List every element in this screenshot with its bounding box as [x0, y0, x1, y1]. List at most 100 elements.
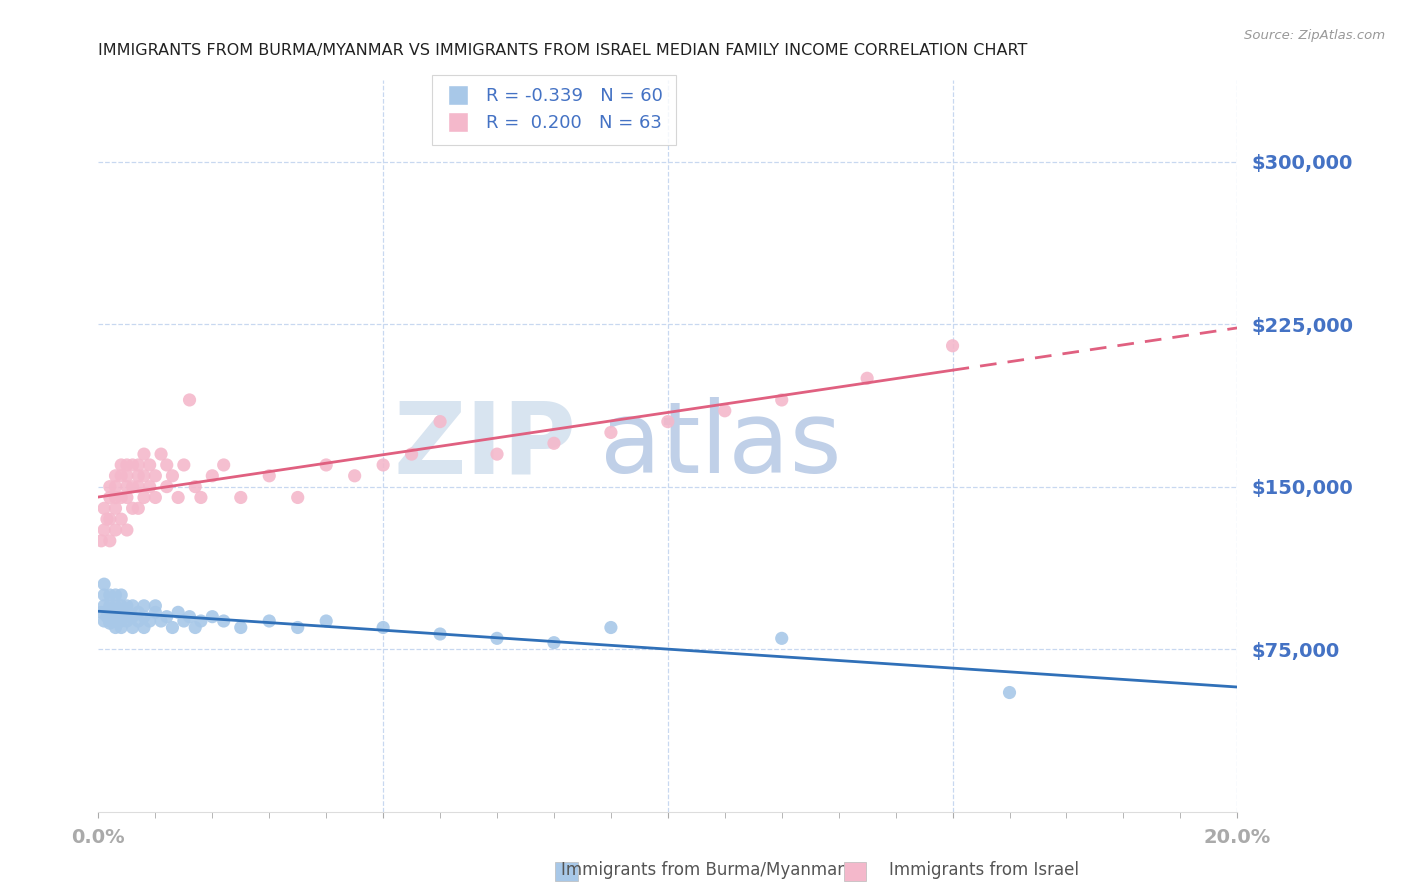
Point	[486, 632, 509, 646]
Point	[600, 425, 623, 440]
Point	[96, 609, 118, 624]
Point	[104, 603, 127, 617]
Point	[132, 468, 155, 483]
Point	[93, 588, 115, 602]
Point	[138, 614, 160, 628]
Point	[138, 480, 160, 494]
Point	[229, 491, 252, 505]
Point	[93, 523, 115, 537]
Point	[104, 588, 127, 602]
Point	[156, 458, 179, 472]
Point	[104, 599, 127, 613]
Point	[132, 447, 155, 461]
Point	[184, 480, 207, 494]
Point	[127, 614, 149, 628]
Point	[173, 614, 195, 628]
Point	[98, 605, 121, 619]
Point	[121, 480, 143, 494]
Point	[121, 501, 143, 516]
Point	[138, 458, 160, 472]
Point	[770, 632, 793, 646]
Point	[343, 468, 366, 483]
Legend: R = -0.339   N = 60, R =  0.200   N = 63: R = -0.339 N = 60, R = 0.200 N = 63	[432, 75, 676, 145]
Point	[145, 491, 167, 505]
Point	[104, 501, 127, 516]
Point	[115, 468, 138, 483]
Point	[162, 620, 184, 634]
Point	[127, 480, 149, 494]
Point	[98, 512, 121, 526]
Point	[93, 599, 115, 613]
Point	[104, 523, 127, 537]
Point	[110, 491, 132, 505]
Point	[315, 458, 337, 472]
Point	[543, 436, 565, 450]
Point	[132, 609, 155, 624]
Point	[107, 609, 129, 624]
Point	[115, 480, 138, 494]
Text: Immigrants from Israel: Immigrants from Israel	[889, 861, 1080, 879]
Point	[104, 480, 127, 494]
Point	[98, 614, 121, 628]
Point	[101, 603, 124, 617]
Point	[287, 491, 309, 505]
Point	[127, 468, 149, 483]
Point	[179, 392, 201, 407]
Point	[110, 588, 132, 602]
Point	[110, 620, 132, 634]
Point	[373, 620, 395, 634]
Point	[110, 512, 132, 526]
Point	[104, 491, 127, 505]
Point	[121, 620, 143, 634]
Point	[104, 468, 127, 483]
Point	[132, 491, 155, 505]
Point	[714, 404, 737, 418]
Point	[201, 609, 224, 624]
Point	[173, 458, 195, 472]
Point	[212, 614, 235, 628]
Point	[942, 339, 965, 353]
Point	[156, 609, 179, 624]
Point	[162, 468, 184, 483]
Point	[486, 447, 509, 461]
Point	[145, 605, 167, 619]
Point	[190, 491, 212, 505]
Point	[145, 599, 167, 613]
Point	[229, 620, 252, 634]
Point	[287, 620, 309, 634]
Point	[110, 614, 132, 628]
Point	[93, 614, 115, 628]
Point	[110, 458, 132, 472]
Point	[657, 415, 679, 429]
Point	[401, 447, 423, 461]
Point	[110, 599, 132, 613]
Point	[98, 599, 121, 613]
Point	[315, 614, 337, 628]
Point	[98, 480, 121, 494]
Point	[93, 577, 115, 591]
Point	[184, 620, 207, 634]
Point	[543, 635, 565, 649]
Point	[259, 614, 281, 628]
Point	[150, 447, 173, 461]
Point	[115, 458, 138, 472]
Point	[98, 491, 121, 505]
Point	[121, 609, 143, 624]
Point	[373, 458, 395, 472]
Point	[132, 620, 155, 634]
Point	[115, 605, 138, 619]
Point	[201, 468, 224, 483]
Point	[93, 501, 115, 516]
Point	[212, 458, 235, 472]
Point	[98, 616, 121, 631]
Point	[90, 605, 112, 619]
Point	[127, 605, 149, 619]
Point	[115, 599, 138, 613]
Point	[150, 614, 173, 628]
Text: Immigrants from Burma/Myanmar: Immigrants from Burma/Myanmar	[561, 861, 845, 879]
Point	[429, 415, 451, 429]
Point	[115, 491, 138, 505]
Point	[179, 609, 201, 624]
Text: IMMIGRANTS FROM BURMA/MYANMAR VS IMMIGRANTS FROM ISRAEL MEDIAN FAMILY INCOME COR: IMMIGRANTS FROM BURMA/MYANMAR VS IMMIGRA…	[98, 44, 1028, 58]
Text: atlas: atlas	[599, 398, 841, 494]
